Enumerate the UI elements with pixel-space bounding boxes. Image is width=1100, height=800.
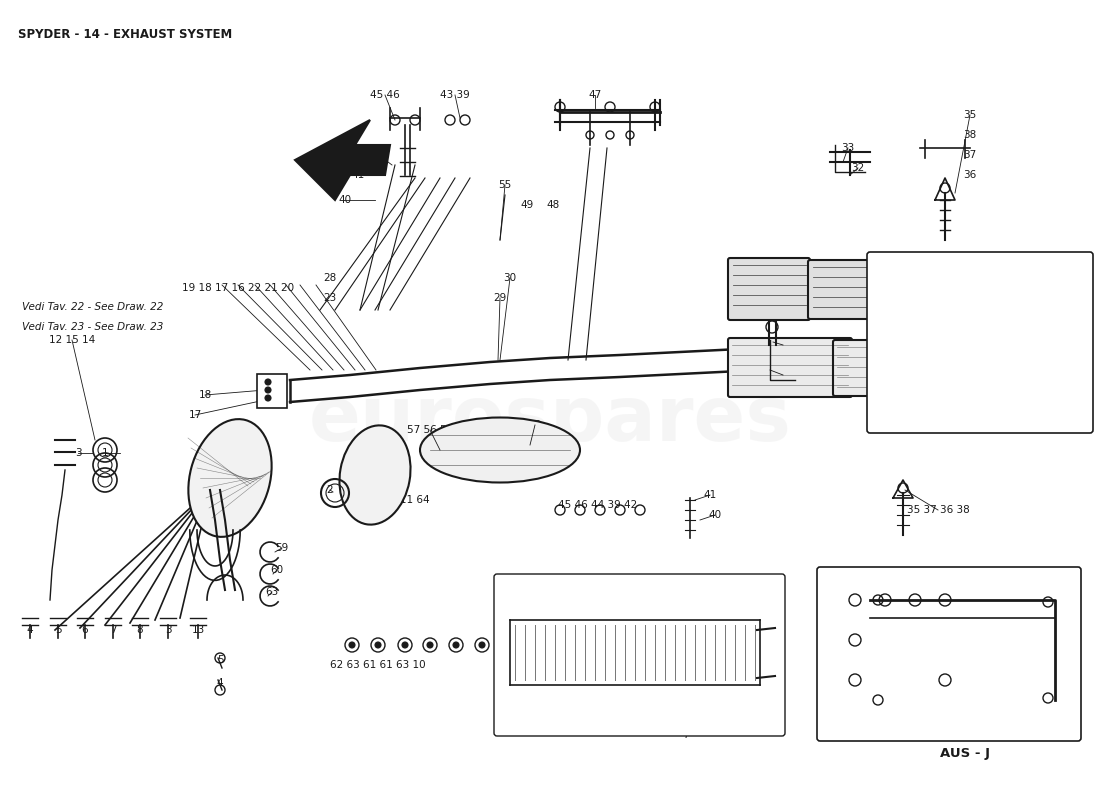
- Circle shape: [453, 642, 459, 648]
- Text: 43 39: 43 39: [440, 90, 470, 100]
- Polygon shape: [295, 120, 390, 200]
- Text: 41: 41: [703, 490, 716, 500]
- Text: 33: 33: [842, 143, 855, 153]
- Text: 36: 36: [964, 170, 977, 180]
- Circle shape: [375, 642, 381, 648]
- Text: 25: 25: [719, 620, 733, 630]
- Circle shape: [265, 387, 271, 393]
- FancyBboxPatch shape: [833, 340, 937, 396]
- Text: 60: 60: [271, 565, 284, 575]
- Polygon shape: [823, 582, 1075, 708]
- Circle shape: [478, 642, 485, 648]
- Text: 55: 55: [498, 180, 512, 190]
- Circle shape: [427, 642, 433, 648]
- Text: 32: 32: [851, 163, 865, 173]
- Text: 51: 51: [860, 579, 873, 589]
- Text: 48: 48: [547, 200, 560, 210]
- Text: 40: 40: [708, 510, 722, 520]
- Text: 4: 4: [26, 625, 33, 635]
- Text: 8: 8: [136, 625, 143, 635]
- Text: 3: 3: [165, 625, 172, 635]
- Text: Vaiid till ... see description: Vaiid till ... see description: [566, 728, 714, 738]
- Text: 4: 4: [217, 678, 223, 688]
- FancyBboxPatch shape: [728, 258, 810, 320]
- Circle shape: [265, 395, 271, 401]
- Text: 38: 38: [964, 130, 977, 140]
- Text: 31: 31: [528, 440, 541, 450]
- Text: 29: 29: [528, 420, 541, 430]
- Text: AUS - J: AUS - J: [940, 746, 990, 759]
- FancyBboxPatch shape: [257, 374, 287, 408]
- Text: SPYDER - 14 - EXHAUST SYSTEM: SPYDER - 14 - EXHAUST SYSTEM: [18, 28, 232, 41]
- Text: 62 63 61 61 63 10: 62 63 61 61 63 10: [330, 660, 426, 670]
- Text: 23: 23: [323, 293, 337, 303]
- Text: Per i ripari: Per i ripari: [953, 280, 1007, 290]
- Text: 30: 30: [504, 273, 517, 283]
- FancyBboxPatch shape: [494, 574, 785, 736]
- Text: Vedi Tav. 22 - See Draw. 22: Vedi Tav. 22 - See Draw. 22: [22, 302, 164, 312]
- Text: 13: 13: [191, 625, 205, 635]
- Text: 37: 37: [964, 150, 977, 160]
- Text: SEE DRAW.110: SEE DRAW.110: [937, 355, 1023, 365]
- Text: 50: 50: [860, 599, 873, 609]
- Text: for exhaust: for exhaust: [946, 375, 1014, 385]
- Text: 35: 35: [964, 110, 977, 120]
- Text: 59: 59: [275, 543, 288, 553]
- Text: 1: 1: [101, 448, 108, 458]
- Text: 17: 17: [188, 410, 201, 420]
- Text: 35 37 36 38: 35 37 36 38: [906, 505, 969, 515]
- Text: 2: 2: [327, 485, 333, 495]
- Text: 3: 3: [75, 448, 81, 458]
- Text: 24 26 27: 24 26 27: [603, 577, 649, 587]
- Text: 41: 41: [351, 170, 364, 180]
- Text: 42: 42: [365, 145, 378, 155]
- Text: VEDI TAV. 110: VEDI TAV. 110: [944, 320, 1016, 330]
- Text: 40: 40: [339, 195, 352, 205]
- Text: 54: 54: [860, 660, 873, 670]
- Ellipse shape: [420, 418, 580, 482]
- Text: 12 15 14: 12 15 14: [48, 335, 95, 345]
- Circle shape: [402, 642, 408, 648]
- FancyBboxPatch shape: [817, 567, 1081, 741]
- Text: 9 11 64: 9 11 64: [390, 495, 430, 505]
- Text: 45 46: 45 46: [370, 90, 400, 100]
- Text: Vale fino ... vedi descrizione: Vale fino ... vedi descrizione: [562, 712, 718, 722]
- FancyBboxPatch shape: [808, 260, 882, 319]
- FancyBboxPatch shape: [728, 338, 852, 397]
- Text: 34: 34: [777, 370, 790, 380]
- Text: 19 18 17 16 22 21 20: 19 18 17 16 22 21 20: [182, 283, 294, 293]
- Text: 5: 5: [217, 655, 223, 665]
- Text: 57 56 58: 57 56 58: [407, 425, 453, 435]
- Text: 52: 52: [860, 700, 873, 710]
- Text: 7: 7: [110, 625, 117, 635]
- Text: heat shields: heat shields: [944, 395, 1016, 405]
- FancyBboxPatch shape: [867, 252, 1093, 433]
- Circle shape: [265, 379, 271, 385]
- Text: eurospares: eurospares: [309, 383, 791, 457]
- Text: calore scarichi: calore scarichi: [943, 300, 1018, 310]
- Text: 6: 6: [81, 625, 88, 635]
- Ellipse shape: [188, 419, 272, 537]
- Circle shape: [349, 642, 355, 648]
- Text: 28: 28: [323, 273, 337, 283]
- Text: 5: 5: [55, 625, 62, 635]
- Text: 32: 32: [777, 340, 790, 350]
- Text: 29: 29: [494, 293, 507, 303]
- Text: 45 46 44 39 42: 45 46 44 39 42: [559, 500, 638, 510]
- Text: 47: 47: [588, 90, 602, 100]
- Ellipse shape: [340, 426, 410, 525]
- Text: 49: 49: [520, 200, 534, 210]
- Text: 63: 63: [265, 587, 278, 597]
- Text: 18: 18: [198, 390, 211, 400]
- Text: Vedi Tav. 23 - See Draw. 23: Vedi Tav. 23 - See Draw. 23: [22, 322, 164, 332]
- Text: 53: 53: [860, 680, 873, 690]
